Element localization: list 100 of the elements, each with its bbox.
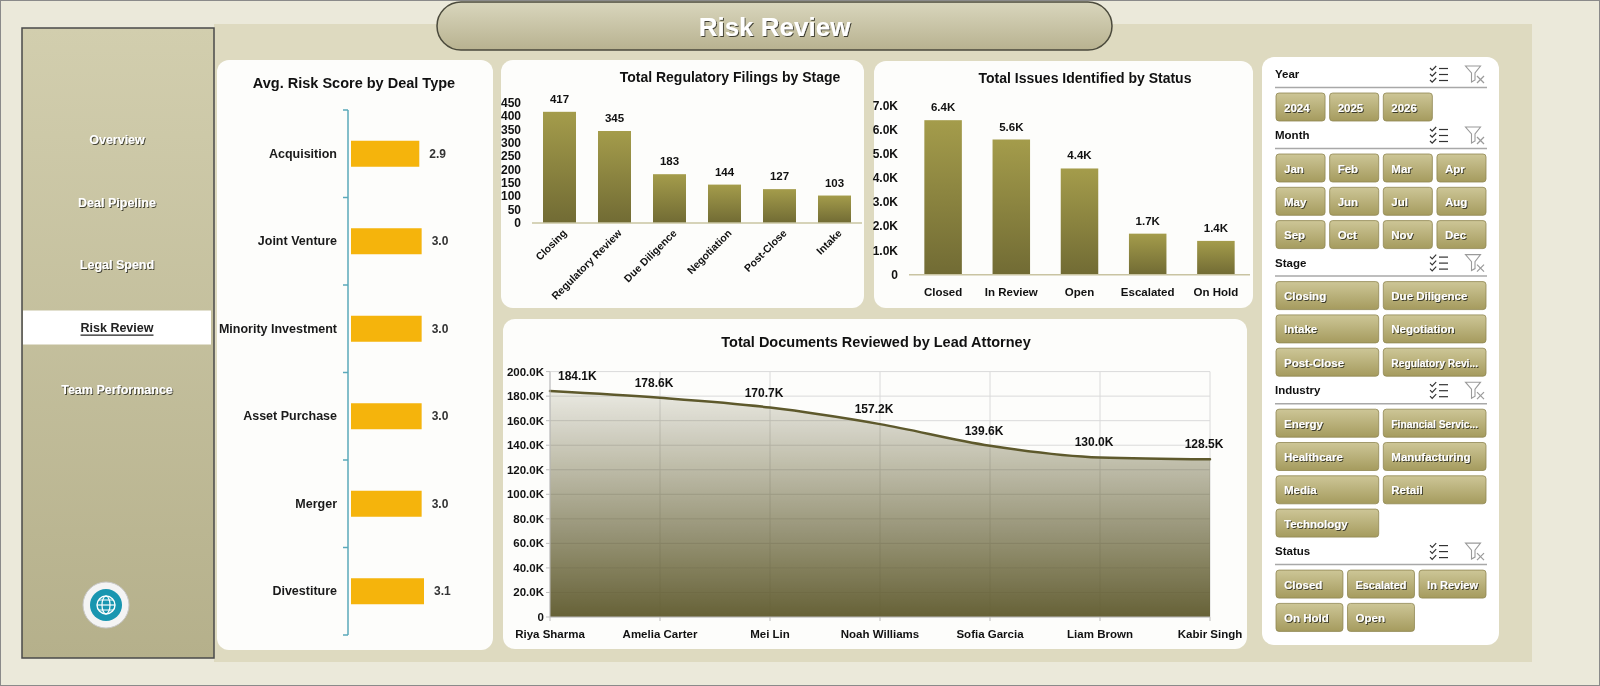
x-tick-label: In Review [984,285,1038,298]
text: Legal Spend [79,258,155,272]
y-tick-label: Joint Venture [257,234,338,249]
data-label: 3.0 [431,234,449,249]
y-tick-label: 1.0K [872,243,899,258]
x-tick-label: Kabir Singh [1177,628,1243,640]
data-label: 2.9 [429,146,447,161]
bar [992,139,1031,275]
filter-button[interactable]: Post-Close [1275,347,1380,377]
filter-button[interactable]: Financial Servic... [1382,408,1489,438]
y-tick-label: 20.0K [513,586,545,599]
filter-button[interactable]: Dec [1436,220,1487,249]
data-label: 144 [714,165,735,178]
y-tick-label: 180.0K [506,390,545,403]
data-label: 345 [604,112,625,124]
filter-button[interactable]: Energy [1275,408,1380,438]
text: Deal Pipeline [78,195,156,210]
filter-button[interactable]: Intake [1275,314,1380,344]
filter-button[interactable]: Mar [1382,153,1433,183]
filter-button[interactable]: 2026 [1382,92,1433,122]
bar [1060,168,1099,275]
filter-button[interactable]: On Hold [1275,603,1344,632]
chart-title: Total Issues Identified by Status [978,70,1192,86]
filter-button[interactable]: 2025 [1329,92,1380,122]
text: Industry [1275,384,1321,397]
bar [1128,233,1167,275]
data-label: 170.7K [744,385,784,400]
y-tick-label: Merger [295,496,338,511]
y-tick-label: 60.0K [513,537,545,550]
y-tick-label: 5.0K [872,146,899,161]
text: Risk Review [698,12,852,42]
y-tick-label: 4.0K [872,171,899,186]
data-label: 183 [659,155,680,168]
bar [598,131,631,223]
filter-button[interactable]: Technology [1275,508,1380,538]
filter-button[interactable]: Apr [1436,153,1487,183]
filter-button[interactable]: Open [1347,603,1415,632]
text: Stage [1275,256,1307,269]
filter-button[interactable]: Aug [1436,186,1487,216]
filter-button[interactable]: Healthcare [1275,442,1380,471]
filter-button[interactable]: Sep [1275,220,1326,249]
x-tick-label: Amelia Carter [622,628,698,640]
bar [818,195,851,223]
filter-button[interactable]: Nov [1382,220,1433,249]
data-label: 178.6K [634,375,674,390]
y-tick-label: Asset Purchase [243,409,338,424]
y-tick-label: 250 [500,149,522,164]
x-tick-label: Closed [923,285,963,298]
data-label: 1.4K [1203,221,1229,234]
bar [653,174,686,223]
data-label: 3.1 [434,584,452,599]
filter-button[interactable]: Retail [1382,475,1487,505]
filter-button[interactable]: Due Diligence [1382,281,1487,310]
filter-button[interactable]: Jan [1275,153,1326,183]
bar [1197,240,1235,275]
bar [924,120,962,275]
y-tick-label: 3.0K [872,195,899,210]
filter-button[interactable]: In Review [1418,569,1487,599]
y-tick-label: 350 [500,122,522,137]
bar [543,111,576,223]
filter-button[interactable]: Jul [1382,186,1433,216]
y-tick-label: 200.0K [506,365,545,378]
text: Team Performance [61,383,173,397]
y-tick-label: 40.0K [513,561,545,574]
y-tick-label: 160.0K [506,414,545,427]
data-label: 417 [549,92,570,105]
filter-button[interactable]: Escalated [1347,569,1415,599]
x-tick-label: Sofia Garcia [956,628,1025,640]
data-label: 139.6K [964,423,1004,438]
y-tick-label: 0 [514,216,522,230]
y-tick-label: Minority Investment [218,321,338,336]
filter-button[interactable]: Manufacturing [1382,442,1487,471]
y-tick-label: 0 [537,611,544,623]
y-tick-label: 80.0K [513,512,545,525]
filter-button[interactable]: Closing [1275,281,1380,310]
filter-button[interactable]: Media [1275,475,1380,505]
filter-button[interactable]: May [1275,186,1326,216]
filter-button[interactable]: Feb [1329,153,1380,183]
chart-title: Total Regulatory Filings by Stage [619,69,841,85]
y-tick-label: 7.0K [872,98,899,113]
x-tick-label: Mei Lin [750,628,790,640]
y-tick-label: 400 [500,109,522,124]
filter-button[interactable]: Jun [1329,186,1380,216]
data-label: 6.4K [930,101,956,114]
x-tick-label: Riya Sharma [515,628,586,640]
y-tick-label: 200 [500,162,522,177]
y-tick-label: 2.0K [872,219,899,234]
filter-button[interactable]: Regulatory Revi... [1382,347,1489,377]
y-tick-label: 300 [500,136,522,150]
filter-button[interactable]: Oct [1329,220,1380,249]
data-label: 184.1K [558,369,598,384]
y-tick-label: Acquisition [268,146,337,161]
filter-button[interactable]: Negotiation [1382,314,1487,344]
data-label: 128.5K [1184,437,1224,452]
data-label: 5.6K [999,120,1025,133]
chart-title: Total Documents Reviewed by Lead Attorney [721,334,1031,350]
filter-button[interactable]: 2024 [1275,92,1326,122]
y-tick-label: 140.0K [506,439,545,452]
data-label: 4.4K [1067,149,1093,162]
filter-button[interactable]: Closed [1275,569,1344,599]
